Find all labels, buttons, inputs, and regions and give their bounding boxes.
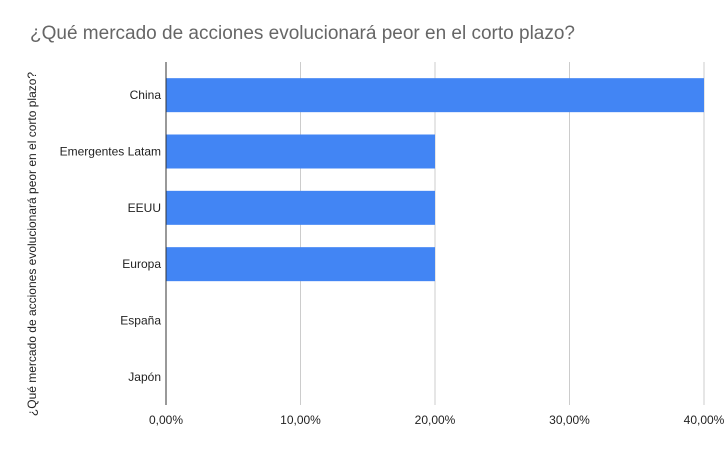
category-label-3: Europa xyxy=(122,257,161,271)
x-tick-label-2: 20,00% xyxy=(415,413,456,427)
x-tick-label-4: 40,00% xyxy=(684,413,725,427)
x-tick-label-1: 10,00% xyxy=(280,413,321,427)
category-label-1: Emergentes Latam xyxy=(60,145,161,159)
bar-1 xyxy=(166,134,435,169)
chart-title: ¿Qué mercado de acciones evolucionará pe… xyxy=(30,23,575,44)
bar-2 xyxy=(166,190,435,225)
x-tick-label-3: 30,00% xyxy=(549,413,590,427)
category-label-5: Japón xyxy=(128,370,161,384)
bar-3 xyxy=(166,247,435,282)
category-label-4: España xyxy=(120,314,161,328)
category-label-0: China xyxy=(130,88,162,102)
category-label-2: EEUU xyxy=(128,201,161,215)
y-axis-title: ¿Qué mercado de acciones evolucionará pe… xyxy=(25,72,39,417)
x-tick-label-0: 0,00% xyxy=(149,413,183,427)
bar-0 xyxy=(166,78,704,113)
